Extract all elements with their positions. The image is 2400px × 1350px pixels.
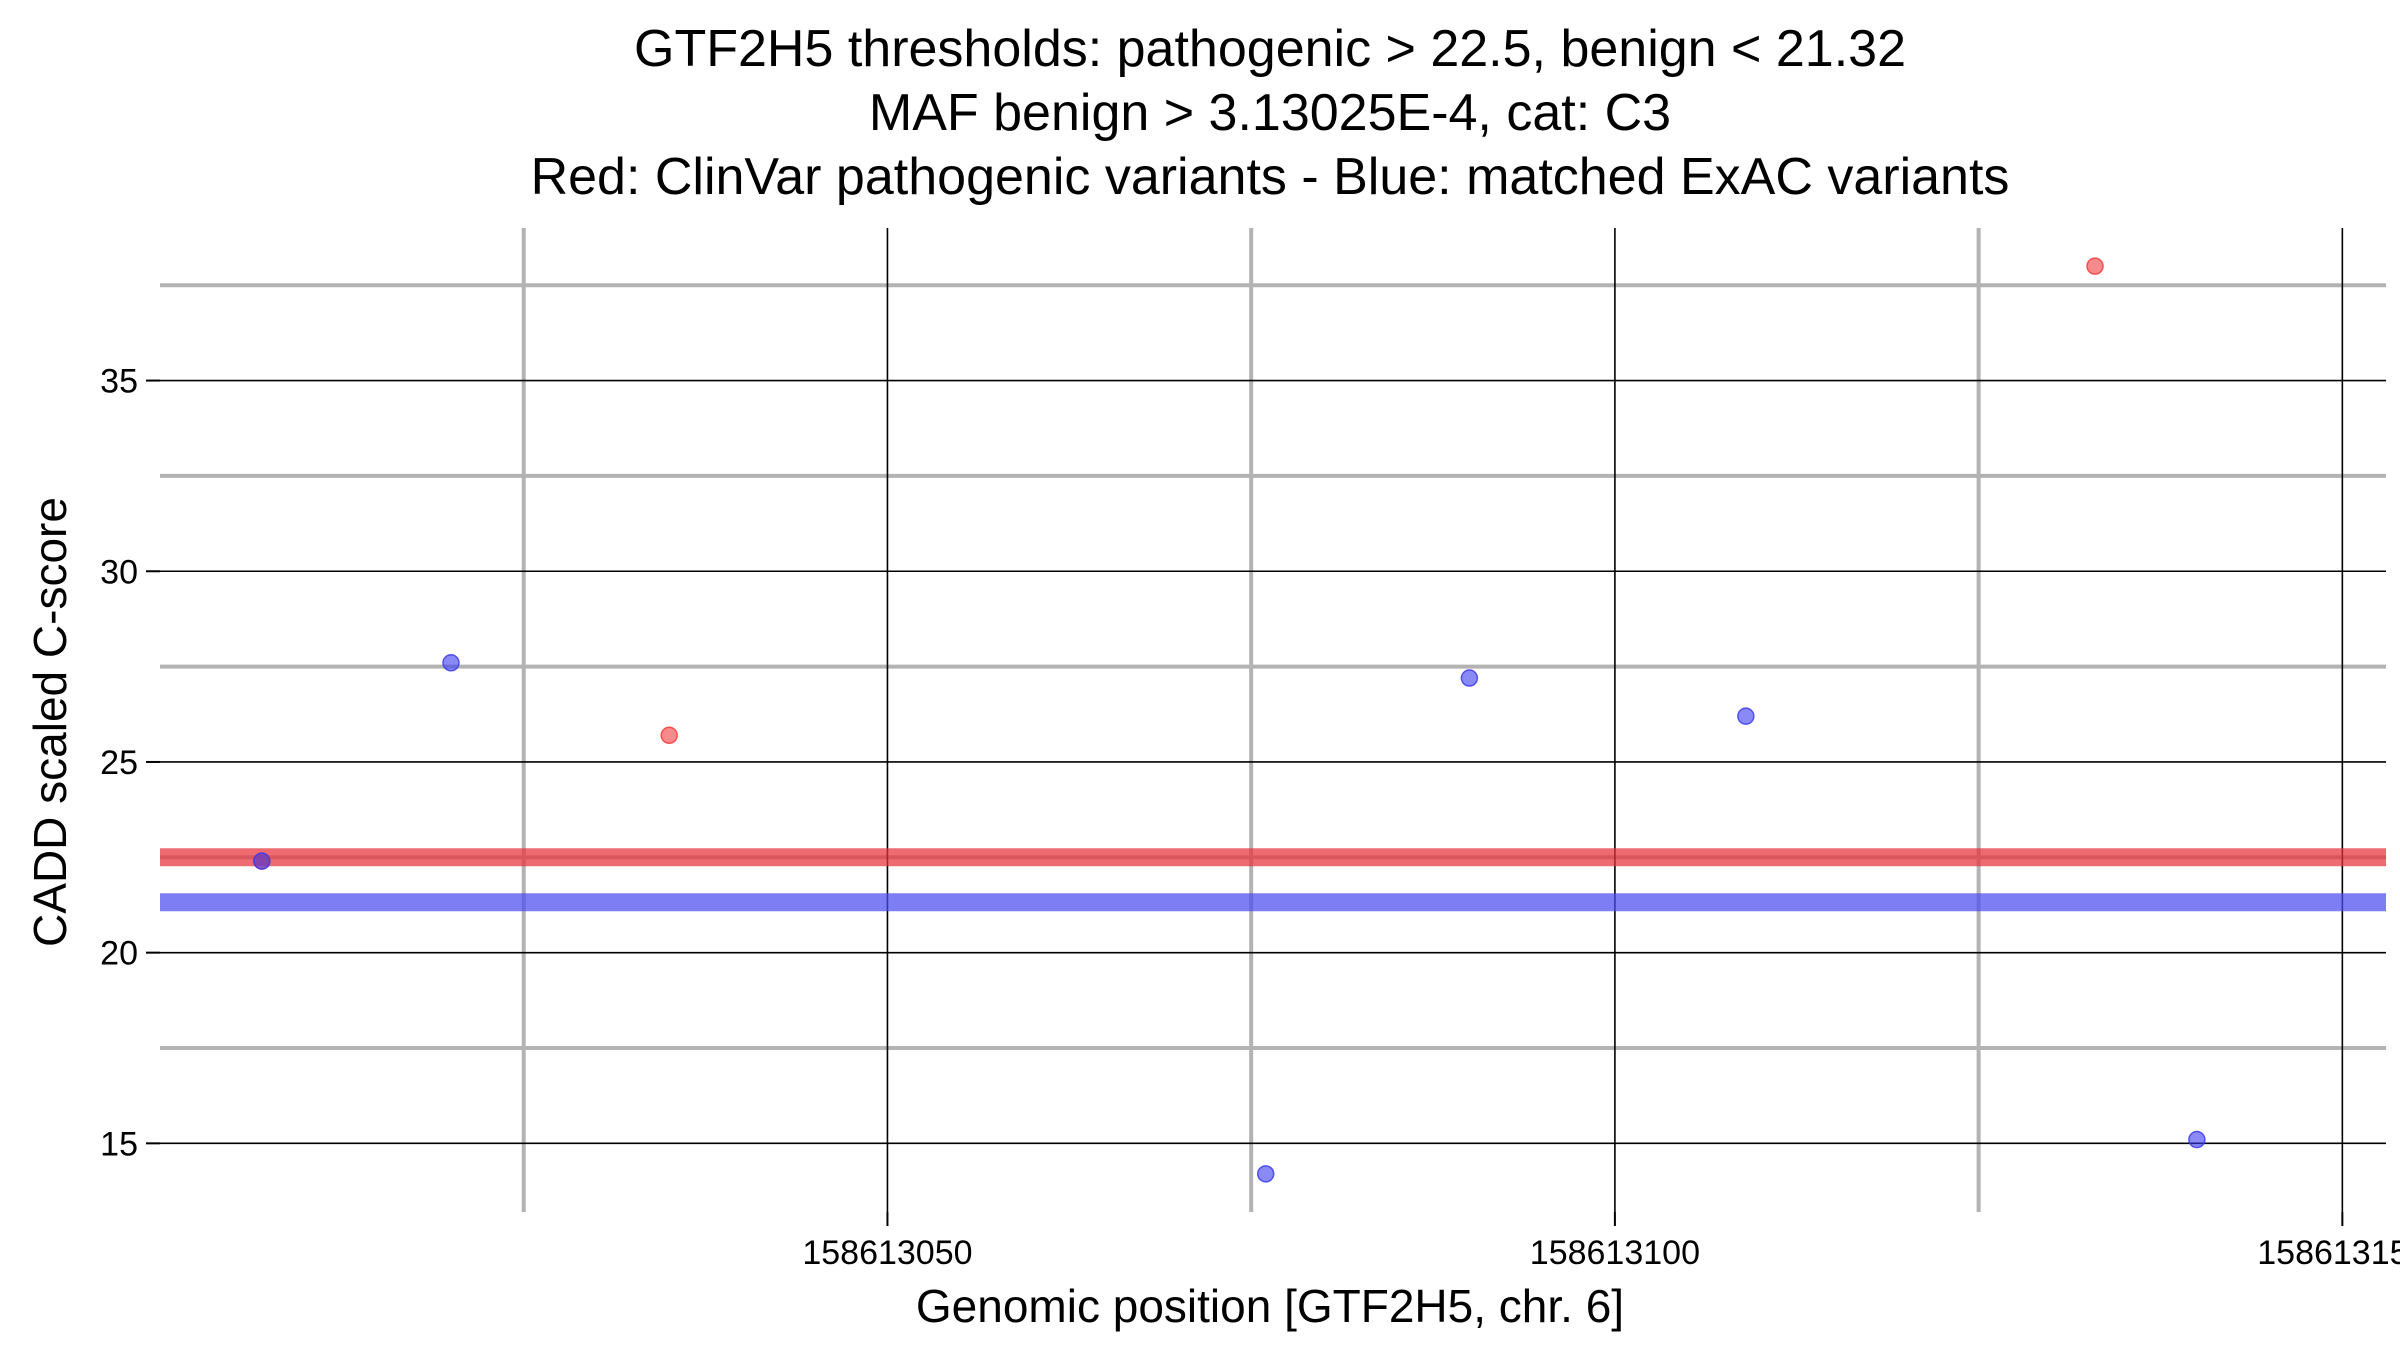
y-tick-label: 30 [100,553,138,591]
data-point [253,852,271,870]
data-point [1460,669,1479,687]
x-tick-label: 158613050 [802,1234,972,1272]
data-point [442,654,460,672]
y-tick-label: 35 [100,363,138,401]
minor-gridlines [160,228,2386,1212]
x-tick-label: 158613150 [2257,1234,2400,1272]
data-point [2188,1130,2206,1149]
x-axis-label: Genomic position [GTF2H5, chr. 6] [916,1280,1624,1332]
y-tick-label: 25 [100,744,138,782]
x-axis: 158613050 158613100 158613150 [802,1212,2400,1272]
x-tick-label: 158613100 [1530,1234,1700,1272]
y-axis-label: CADD scaled C-score [24,497,76,947]
major-gridlines [160,228,2386,1212]
title-line-1: GTF2H5 thresholds: pathogenic > 22.5, be… [634,20,1906,78]
title-line-3: Red: ClinVar pathogenic variants - Blue:… [531,148,2010,206]
threshold-lines [160,848,2386,912]
data-point [1256,1165,1275,1183]
data-point [1737,707,1755,725]
data-points [253,257,2206,1183]
data-point [660,726,678,745]
y-tick-label: 15 [100,1125,138,1163]
y-axis: 15 20 25 30 35 [100,363,160,1163]
chart-title: GTF2H5 thresholds: pathogenic > 22.5, be… [531,20,2010,206]
data-point [2086,257,2104,275]
title-line-2: MAF benign > 3.13025E-4, cat: C3 [869,84,1671,142]
y-tick-label: 20 [100,935,138,973]
